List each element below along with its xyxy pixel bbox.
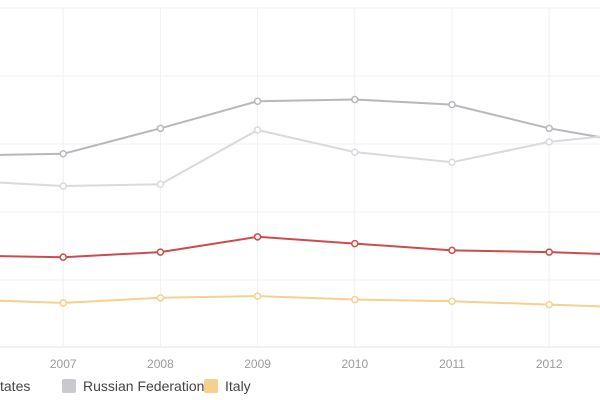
grid [0, 7, 600, 348]
data-point[interactable] [448, 158, 456, 166]
data-point[interactable] [253, 233, 262, 241]
legend-label[interactable]: Italy [225, 378, 251, 394]
series-line[interactable] [0, 129, 600, 187]
series-line[interactable] [0, 235, 600, 259]
data-point[interactable] [351, 239, 359, 248]
x-axis: 2007 2008 2009 2010 2011 2012 [50, 357, 563, 371]
x-tick-label: 2010 [341, 357, 368, 371]
series-group [0, 95, 600, 309]
data-point[interactable] [351, 95, 359, 104]
data-point[interactable] [545, 300, 553, 309]
data-point[interactable] [59, 182, 67, 190]
data-point[interactable] [156, 248, 165, 256]
x-tick-label: 2011 [439, 357, 465, 371]
data-point[interactable] [545, 138, 553, 146]
data-point[interactable] [448, 246, 456, 255]
data-point[interactable] [545, 124, 553, 133]
series-line[interactable] [0, 295, 600, 308]
legend-label[interactable]: Russian Federation [83, 378, 204, 394]
legend-swatch [204, 379, 218, 393]
data-point[interactable] [253, 97, 262, 105]
data-point[interactable] [59, 253, 67, 261]
data-point[interactable] [253, 292, 262, 300]
data-point[interactable] [156, 180, 165, 189]
data-point[interactable] [545, 248, 553, 256]
data-point[interactable] [156, 124, 165, 133]
data-point[interactable] [59, 150, 67, 158]
data-point[interactable] [448, 297, 456, 305]
data-point[interactable] [448, 100, 456, 109]
x-tick-label: 2012 [536, 357, 563, 371]
x-tick-label: 2008 [147, 357, 174, 371]
x-tick-label: 2007 [50, 357, 77, 371]
data-point[interactable] [253, 126, 262, 134]
legend-label[interactable]: tates [0, 378, 30, 394]
x-tick-label: 2009 [244, 357, 271, 371]
series-line[interactable] [0, 98, 600, 156]
legend: tates Russian Federation Italy [0, 378, 251, 394]
legend-swatch [62, 379, 76, 393]
data-point[interactable] [351, 148, 359, 156]
data-point[interactable] [59, 299, 67, 307]
data-point[interactable] [351, 295, 359, 304]
data-point[interactable] [156, 294, 165, 302]
